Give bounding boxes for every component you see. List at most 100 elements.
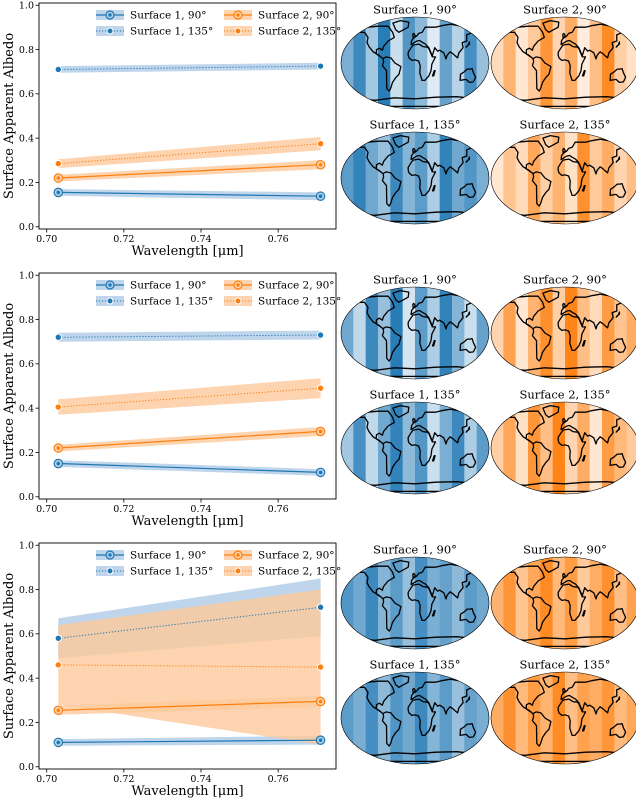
legend-entry: Surface 2, 90° [224,280,335,292]
x-tick-label: 0.74 [190,774,211,785]
longitude-band [415,287,428,379]
coastline [392,134,410,148]
albedo-map-2-1: Surface 1, 90° [340,273,490,380]
x-tick-label: 0.72 [113,234,134,245]
series-line [58,606,321,639]
longitude-band [602,402,615,494]
legend-marker-core [236,553,240,557]
coastline [557,428,587,467]
plot-frame [38,542,337,770]
data-point [54,403,62,411]
longitude-band [464,402,478,494]
longitude-band [476,287,489,379]
map-border [340,556,490,650]
x-tick-label: 0.70 [36,504,57,515]
longitude-band [452,17,465,109]
y-tick-label: 0.4 [19,673,34,684]
series-line [58,387,321,408]
legend-label: Surface 1, 90° [130,10,207,22]
legend-entry: Surface 1, 135° [96,26,213,38]
longitude-band [491,402,504,494]
coastline [615,581,621,588]
longitude-band [464,132,478,224]
coastline [459,182,477,199]
longitude-band [353,17,367,109]
albedo-map-3-1: Surface 1, 90° [340,543,490,650]
data-point-core [56,740,61,745]
coastline [465,156,471,163]
albedo-map-3-3: Surface 1, 135° [340,658,490,765]
coastline [353,751,477,763]
x-tick-label: 0.76 [268,774,289,785]
y-tick-label: 0.8 [19,585,34,596]
longitude-band [565,402,578,494]
coastline [354,25,395,60]
longitude-band [464,557,478,649]
longitude-band [402,557,416,649]
longitude-band [528,17,541,109]
map-bands [341,132,489,224]
legend-label: Surface 1, 135° [130,26,213,38]
map-title: Surface 2, 135° [519,388,610,402]
coastline [354,410,395,445]
uncertainty-band [58,137,321,169]
coastline [354,295,395,330]
coastline [459,722,477,739]
longitude-band [415,132,428,224]
longitude-band [589,672,603,764]
coastline [542,559,560,573]
coastline [581,610,586,617]
legend-marker-core [108,13,112,17]
map-bands [341,402,489,494]
series-line [58,462,321,473]
longitude-band [415,557,428,649]
coastline [353,211,477,223]
series-line [58,739,321,744]
longitude-band [589,402,603,494]
longitude-band [515,402,529,494]
map-bands [491,402,636,494]
legend-marker [234,27,242,35]
legend-entry: Surface 2, 90° [224,550,335,562]
coastline [615,696,621,703]
map-border [490,401,636,495]
coastline [609,67,627,84]
data-point-core [318,738,323,742]
longitude-band [402,672,416,764]
coastline [531,711,552,747]
coastline [392,404,410,418]
y-tick-label: 1.0 [19,541,34,552]
coastline [581,185,586,192]
coastlines [353,134,479,223]
legend-entry: Surface 1, 135° [96,296,213,308]
coastline [381,596,402,632]
coastline [407,698,437,737]
longitude-band [626,287,636,379]
data-point [54,634,62,642]
x-tick-label: 0.74 [190,234,211,245]
longitude-band [378,402,391,494]
legend-marker [106,297,114,305]
series-line [58,143,321,165]
map-title: Surface 2, 135° [519,658,610,672]
longitude-band [341,17,354,109]
map-bands [341,287,489,379]
coastline [542,289,560,303]
data-point-core [318,429,323,434]
coastline [615,156,621,163]
longitude-band [402,132,416,224]
longitude-band [540,557,554,649]
longitude-band [390,17,404,109]
coastline [581,340,586,347]
longitude-band [378,132,391,224]
longitude-band [614,17,628,109]
longitude-band [552,287,566,379]
series-line [58,164,321,179]
longitude-band [515,557,529,649]
coastline [503,481,627,493]
coastline [542,19,560,33]
map-bands [341,557,489,649]
y-tick-label: 0.6 [19,89,34,100]
map-title: Surface 1, 135° [369,118,460,132]
